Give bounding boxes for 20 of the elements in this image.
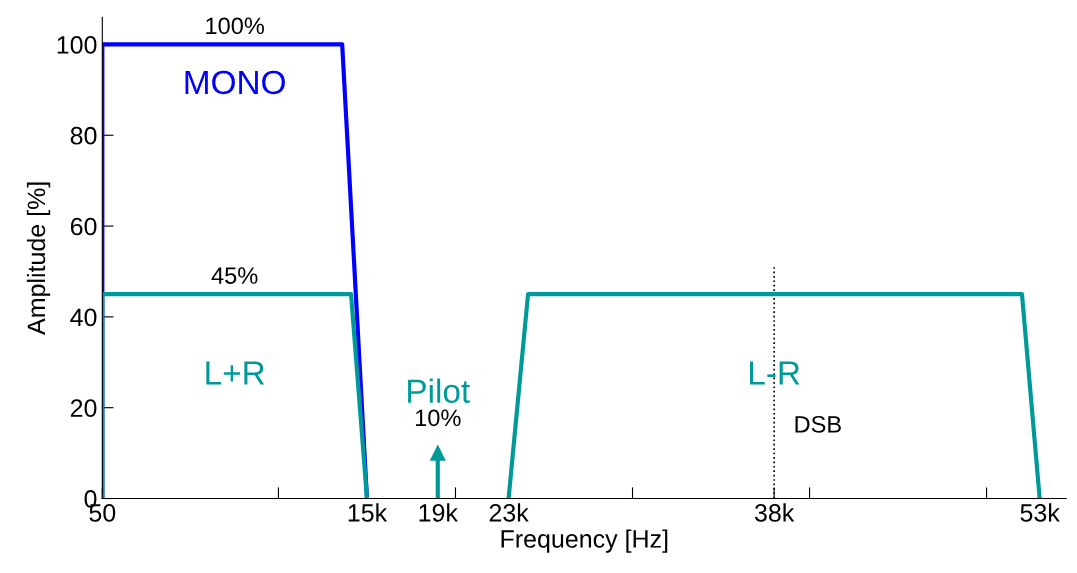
y-tick-label: 20	[70, 399, 97, 417]
x-axis-title: Frequency [Hz]	[501, 529, 668, 553]
text: L-R	[750, 361, 800, 385]
x-tick-label: 53k	[1020, 503, 1060, 522]
annotation: DSB	[795, 415, 841, 433]
series-label: MONO	[185, 70, 285, 95]
y-tick-label: 80	[70, 126, 97, 145]
annotation: 45%	[211, 267, 258, 284]
x-tick-label: 23k	[489, 503, 529, 522]
annotation: 100%	[206, 17, 264, 35]
annotation: 10%	[415, 409, 461, 427]
series-label: Pilot	[408, 378, 470, 404]
x-tick-label: 19k	[419, 503, 458, 522]
y-tick-label: 60	[70, 217, 97, 236]
x-tick-label: 38k	[754, 503, 795, 522]
y-tick-label: 100	[57, 36, 97, 54]
x-tick-label: 15k	[348, 503, 388, 522]
text: L+R	[206, 361, 265, 385]
y-axis-title: Amplitude [%]	[26, 182, 51, 335]
y-tick-label: 40	[70, 308, 97, 327]
